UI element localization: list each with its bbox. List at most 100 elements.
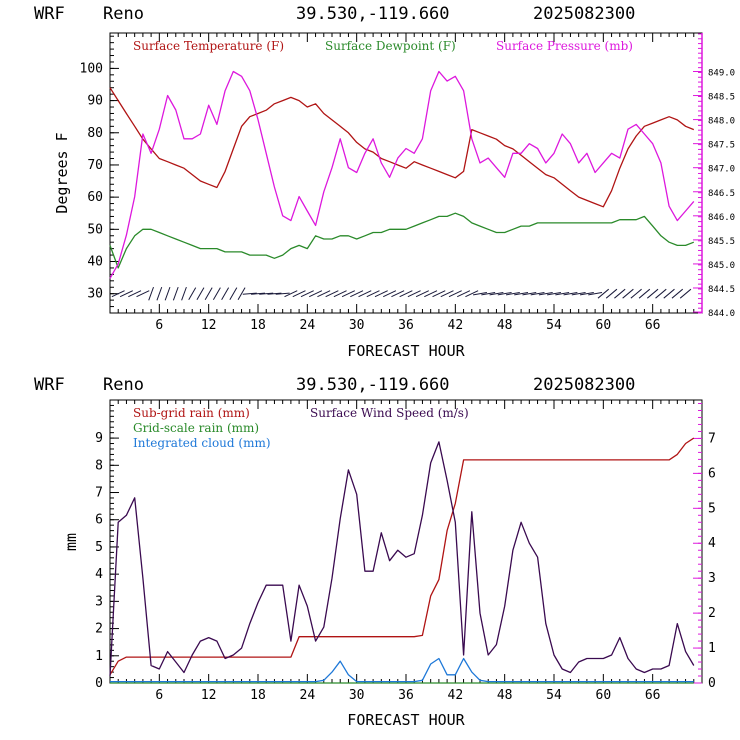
legend-surface-temperature: Surface Temperature (F) — [133, 39, 284, 53]
p1-y-tick-label: 100 — [80, 61, 103, 76]
wind-barb-mark — [530, 291, 545, 296]
wind-barb-mark — [465, 290, 479, 298]
wind-barb-mark — [300, 290, 314, 298]
p2-y-tick-label: 5 — [95, 540, 103, 555]
panel1-model: WRF — [34, 4, 65, 24]
wind-barb-mark — [588, 291, 603, 296]
wind-barb-mark — [309, 290, 323, 298]
p2-y-tick-label: 2 — [95, 622, 103, 637]
wind-barb-mark — [407, 290, 421, 298]
p1-y-tick-label: 80 — [87, 126, 103, 141]
wind-barb-mark — [383, 290, 397, 298]
p2-y2-tick-label: 6 — [708, 466, 716, 481]
p1-x-tick-label: 24 — [300, 318, 316, 333]
p2-series-integrated-cloud-mm — [110, 657, 694, 683]
p1-x-tick-label: 54 — [546, 318, 562, 333]
wind-barb-mark — [181, 286, 187, 301]
wind-barb-mark — [196, 287, 205, 301]
p1-x-tick-label: 66 — [645, 318, 661, 333]
panel2-init-time: 2025082300 — [533, 375, 635, 395]
panel1-x-label: FORECAST HOUR — [347, 342, 465, 360]
wind-barb-mark — [655, 288, 667, 299]
wind-barb-mark — [571, 291, 586, 296]
wind-barb-mark — [646, 288, 659, 299]
p2-x-tick-label: 54 — [546, 688, 562, 703]
wind-barb-mark — [399, 290, 413, 298]
wind-barb-mark — [448, 290, 462, 298]
wind-barb-mark — [622, 288, 634, 299]
p1-y2-tick-label: 848.5 — [708, 93, 735, 103]
wind-barb-mark — [481, 291, 496, 296]
wind-barb-mark — [440, 290, 454, 298]
legend-integrated-cloud: Integrated cloud (mm) — [133, 436, 271, 450]
p2-y2-tick-label: 3 — [708, 571, 716, 586]
wind-barb-mark — [237, 287, 246, 301]
wind-barb-mark — [663, 288, 675, 299]
wind-barb-mark — [671, 288, 684, 299]
p2-y-tick-label: 9 — [95, 431, 103, 446]
p1-y2-tick-label: 844.0 — [708, 309, 735, 319]
p1-x-tick-label: 30 — [349, 318, 365, 333]
p1-y2-tick-label: 846.0 — [708, 213, 735, 223]
p1-y2-tick-label: 847.0 — [708, 165, 735, 175]
wind-barb-mark — [325, 290, 339, 298]
wind-barb-mark — [212, 287, 221, 301]
p1-y2-tick-label: 848.0 — [708, 117, 735, 127]
wind-barb-mark — [267, 292, 282, 295]
wind-barb-mark — [679, 288, 692, 299]
wind-barb-mark — [597, 288, 610, 299]
p1-y2-tick-label: 849.0 — [708, 68, 735, 78]
wind-barb-mark — [563, 291, 578, 296]
wind-barb-mark — [148, 286, 154, 301]
p1-y2-tick-label: 845.5 — [708, 237, 735, 247]
wind-barb-mark — [505, 291, 520, 296]
wind-barb-mark — [538, 291, 553, 296]
wind-barb-mark — [424, 290, 438, 298]
p2-y-tick-label: 1 — [95, 649, 103, 664]
wind-barb-mark — [317, 290, 331, 298]
p1-y-tick-label: 50 — [87, 222, 103, 237]
wind-barb-mark — [188, 287, 197, 301]
p1-y-tick-label: 70 — [87, 158, 103, 173]
wind-barb-mark — [489, 291, 504, 296]
legend-subgrid-rain: Sub-grid rain (mm) — [133, 406, 250, 420]
wind-barb-mark — [457, 290, 471, 298]
wind-barb-mark — [638, 288, 651, 299]
panel2-location: Reno — [103, 375, 144, 395]
panel1-location: Reno — [103, 4, 144, 24]
p1-y2-tick-label: 844.5 — [708, 285, 735, 295]
wind-barb-mark — [391, 290, 405, 298]
legend-gridscale-rain: Grid-scale rain (mm) — [133, 421, 259, 435]
panel2-model: WRF — [34, 375, 65, 395]
p2-x-tick-label: 30 — [349, 688, 365, 703]
legend-surface-pressure: Surface Pressure (mb) — [496, 39, 633, 53]
wind-barb-mark — [275, 292, 290, 295]
p2-y-tick-label: 6 — [95, 513, 103, 528]
p1-x-tick-label: 12 — [201, 318, 217, 333]
wind-barb-mark — [473, 291, 487, 296]
p1-x-tick-label: 36 — [398, 318, 414, 333]
wind-barb-mark — [172, 286, 179, 301]
p1-y2-tick-label: 846.5 — [708, 189, 735, 199]
p1-series-surface-dewpoint-f — [109, 212, 695, 269]
wind-barb-mark — [333, 290, 347, 298]
wind-barb-mark — [522, 291, 537, 296]
wind-barb-mark — [119, 290, 133, 298]
p2-y2-tick-label: 7 — [708, 431, 716, 446]
p2-y-tick-label: 0 — [95, 676, 103, 691]
p2-x-tick-label: 12 — [201, 688, 217, 703]
p2-x-tick-label: 6 — [155, 688, 163, 703]
p2-y2-tick-label: 2 — [708, 606, 716, 621]
wind-barb-mark — [341, 290, 355, 298]
wind-barb-mark — [415, 290, 429, 298]
wind-barb-mark — [136, 290, 150, 298]
p1-series-surface-temperature-f — [109, 87, 695, 208]
wind-barb-mark — [605, 288, 618, 299]
p2-y2-tick-label: 0 — [708, 676, 716, 691]
p2-y-tick-label: 4 — [95, 567, 103, 582]
p1-x-tick-label: 60 — [596, 318, 612, 333]
p2-y2-tick-label: 5 — [708, 501, 716, 516]
wind-barb-mark — [229, 287, 238, 301]
p2-series-surface-wind-speed-m-s — [109, 441, 695, 677]
wind-barb-mark — [497, 291, 512, 296]
